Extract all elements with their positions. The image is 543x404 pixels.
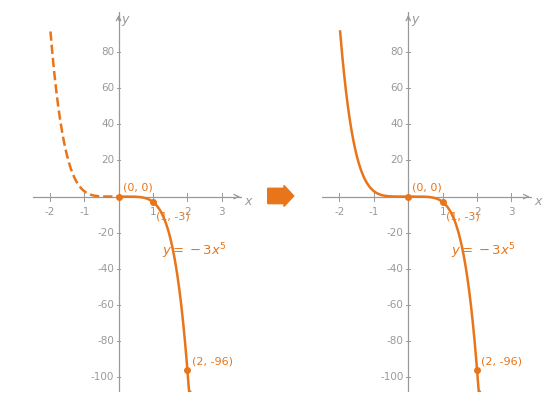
Text: 1: 1 — [439, 207, 446, 217]
Text: $x$: $x$ — [244, 196, 254, 208]
Text: -80: -80 — [97, 336, 114, 346]
Text: (2, -96): (2, -96) — [481, 356, 522, 366]
Text: $y=-3x^5$: $y=-3x^5$ — [162, 241, 226, 261]
Text: 2: 2 — [474, 207, 481, 217]
Text: -60: -60 — [387, 300, 404, 310]
Text: -2: -2 — [334, 207, 345, 217]
Text: $x$: $x$ — [534, 196, 543, 208]
Text: 80: 80 — [390, 47, 404, 57]
Text: (0, 0): (0, 0) — [123, 183, 153, 193]
Text: 60: 60 — [390, 83, 404, 93]
Text: 3: 3 — [508, 207, 515, 217]
Text: -20: -20 — [97, 228, 114, 238]
Text: (1, -3): (1, -3) — [446, 211, 480, 221]
Text: -40: -40 — [387, 264, 404, 274]
Text: 20: 20 — [390, 156, 404, 165]
Text: -1: -1 — [79, 207, 90, 217]
Text: -20: -20 — [387, 228, 404, 238]
Text: -40: -40 — [97, 264, 114, 274]
Text: -2: -2 — [45, 207, 55, 217]
Text: -80: -80 — [387, 336, 404, 346]
Text: -100: -100 — [91, 372, 114, 383]
Text: (2, -96): (2, -96) — [192, 356, 232, 366]
Text: $y=-3x^5$: $y=-3x^5$ — [451, 241, 516, 261]
Text: $y$: $y$ — [411, 14, 420, 28]
Text: 1: 1 — [150, 207, 156, 217]
Text: 20: 20 — [101, 156, 114, 165]
Text: 40: 40 — [390, 119, 404, 129]
Text: (0, 0): (0, 0) — [412, 183, 442, 193]
Text: 2: 2 — [184, 207, 191, 217]
Text: (1, -3): (1, -3) — [156, 211, 190, 221]
Text: 60: 60 — [101, 83, 114, 93]
Text: -100: -100 — [381, 372, 404, 383]
Text: 80: 80 — [101, 47, 114, 57]
Text: 3: 3 — [218, 207, 225, 217]
Text: -60: -60 — [97, 300, 114, 310]
Text: 40: 40 — [101, 119, 114, 129]
Text: $y$: $y$ — [121, 14, 131, 28]
Text: -1: -1 — [369, 207, 379, 217]
